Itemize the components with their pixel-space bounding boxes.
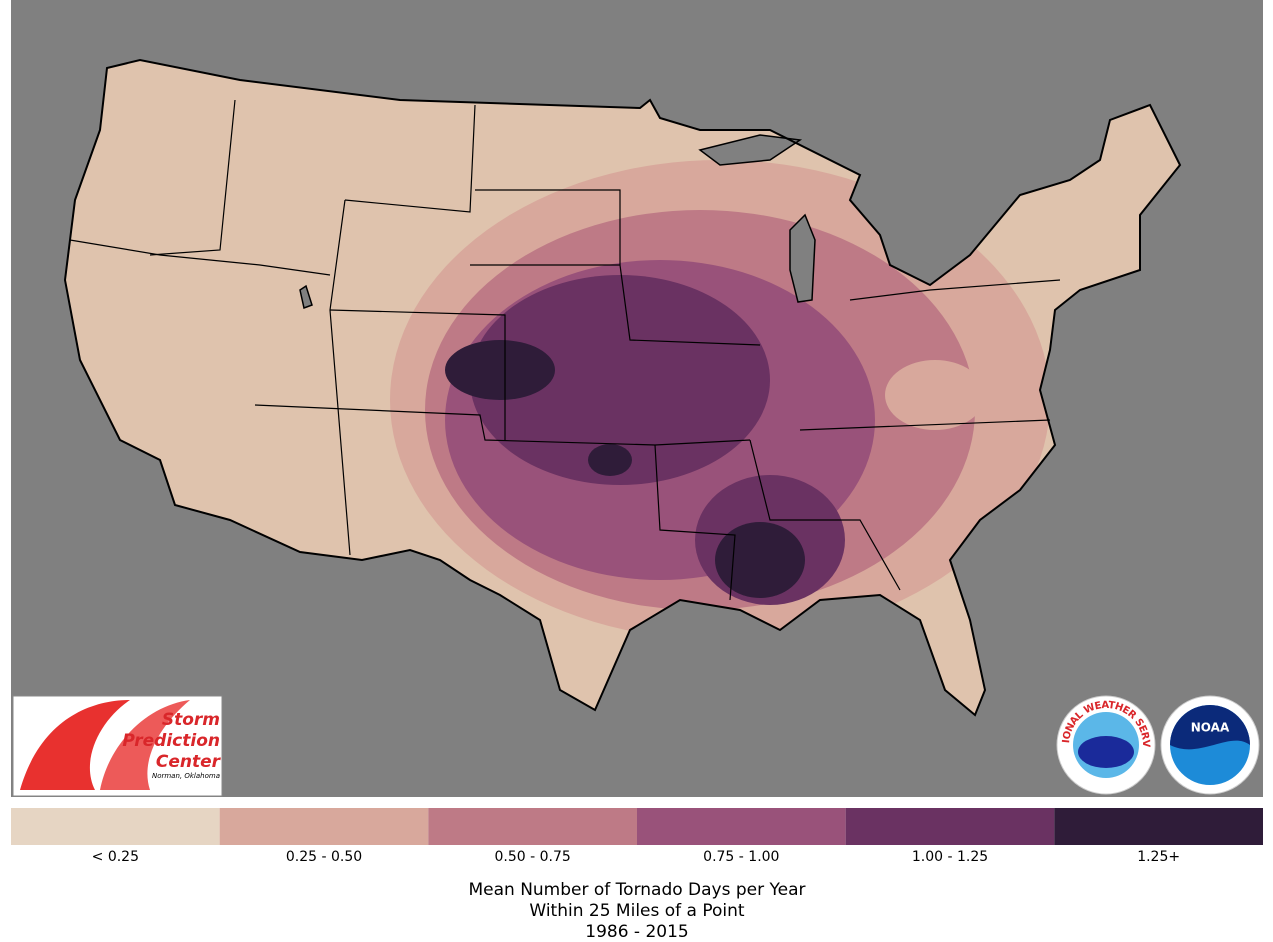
noaa-text: NOAA: [1191, 721, 1230, 735]
legend-swatch: [428, 808, 637, 845]
spc-swoosh: [100, 700, 190, 790]
contour: [445, 340, 555, 400]
contour: [885, 360, 985, 430]
state-borders: [69, 99, 1061, 601]
legend-label: < 0.25: [92, 849, 139, 865]
legend-label: 0.50 - 0.75: [495, 849, 571, 865]
legend-swatch: [11, 808, 220, 845]
legend-label: 1.25+: [1137, 849, 1180, 865]
spc-text: Center: [156, 752, 222, 772]
lake-michigan: [789, 213, 816, 303]
border: [329, 309, 506, 440]
noaa-top: [1170, 705, 1250, 750]
lakes: [299, 134, 816, 310]
great-salt-lake: [299, 284, 313, 310]
border: [799, 419, 1051, 431]
border: [654, 444, 736, 601]
contour: [588, 444, 632, 476]
spc-location: Norman, Oklahoma: [152, 772, 220, 780]
contour-layer: [390, 160, 1050, 640]
nws-cloud: [1078, 736, 1134, 768]
border: [254, 404, 751, 446]
lake-superior: [698, 134, 803, 166]
legend-label: 1.00 - 1.25: [912, 849, 988, 865]
legend-label: 0.75 - 1.00: [703, 849, 779, 865]
contour: [470, 275, 770, 485]
border: [849, 279, 1061, 301]
spc-text: Storm: [162, 710, 220, 730]
legend-swatch: [637, 808, 846, 845]
border: [344, 104, 476, 213]
title-line: 1986 - 2015: [585, 922, 688, 942]
border: [149, 99, 236, 256]
legend: < 0.25 0.25 - 0.50 0.50 - 0.75 0.75 - 1.00 1…: [11, 808, 1263, 865]
spc-text: Prediction: [122, 731, 220, 751]
border: [749, 439, 901, 591]
legend-swatch: [219, 808, 429, 845]
border: [69, 239, 331, 276]
border: [329, 199, 351, 556]
contour: [715, 522, 805, 598]
title-line: Within 25 Miles of a Point: [529, 901, 745, 921]
border: [475, 189, 621, 265]
us-outline: [63, 58, 1182, 717]
noaa-logo: NOAA: [1160, 695, 1260, 795]
legend-swatch: [845, 808, 1055, 845]
border: [470, 264, 761, 346]
legend-label: 0.25 - 0.50: [286, 849, 362, 865]
spc-logo: Storm Prediction Center Norman, Oklahoma: [12, 695, 223, 797]
legend-swatch: [1054, 808, 1263, 845]
title-line: Mean Number of Tornado Days per Year: [468, 880, 805, 900]
spc-swoosh: [20, 700, 130, 790]
